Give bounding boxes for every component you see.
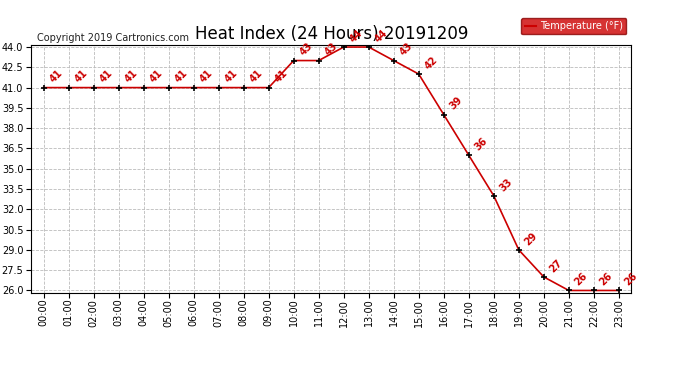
Text: 41: 41 <box>123 68 139 85</box>
Text: 41: 41 <box>72 68 89 85</box>
Text: 26: 26 <box>623 271 640 288</box>
Text: 41: 41 <box>273 68 289 85</box>
Text: 43: 43 <box>323 41 339 58</box>
Text: 41: 41 <box>223 68 239 85</box>
Text: 33: 33 <box>498 176 515 193</box>
Text: 41: 41 <box>148 68 164 85</box>
Text: 43: 43 <box>298 41 315 58</box>
Text: 43: 43 <box>398 41 415 58</box>
Legend: Temperature (°F): Temperature (°F) <box>521 18 627 34</box>
Text: 26: 26 <box>573 271 589 288</box>
Text: 44: 44 <box>348 28 364 44</box>
Text: 44: 44 <box>373 28 389 44</box>
Text: 41: 41 <box>172 68 189 85</box>
Text: 42: 42 <box>423 55 440 71</box>
Text: 26: 26 <box>598 271 615 288</box>
Title: Heat Index (24 Hours) 20191209: Heat Index (24 Hours) 20191209 <box>195 26 468 44</box>
Text: 36: 36 <box>473 136 489 153</box>
Text: 41: 41 <box>48 68 64 85</box>
Text: 41: 41 <box>198 68 215 85</box>
Text: 27: 27 <box>548 258 564 274</box>
Text: 41: 41 <box>248 68 264 85</box>
Text: 29: 29 <box>523 231 540 247</box>
Text: Copyright 2019 Cartronics.com: Copyright 2019 Cartronics.com <box>37 33 189 42</box>
Text: 41: 41 <box>98 68 115 85</box>
Text: 39: 39 <box>448 95 464 112</box>
